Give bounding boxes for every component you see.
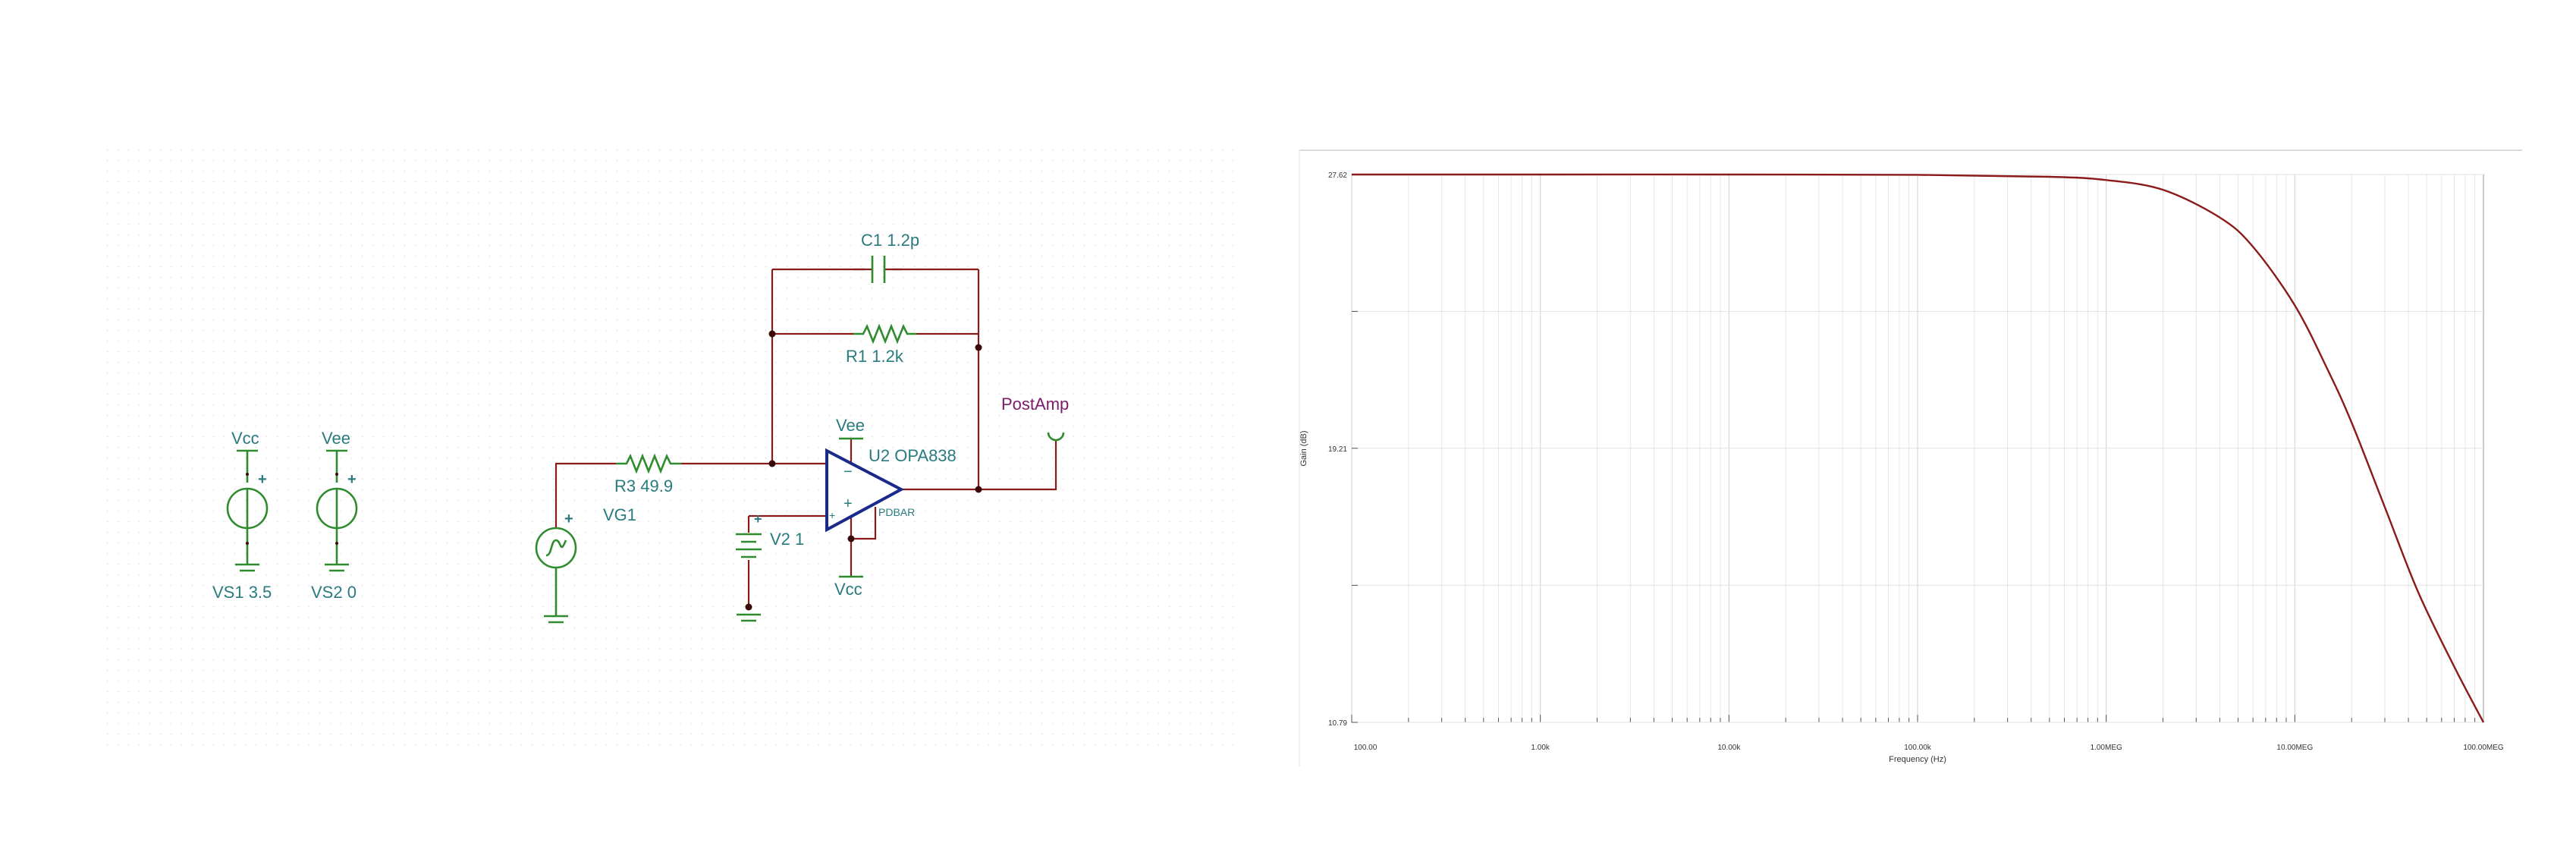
vcc-label-top: Vcc (231, 429, 259, 448)
postamp-label: PostAmp (1001, 395, 1069, 414)
vg1-generator[interactable] (535, 527, 577, 624)
x-tick-label: 100.00 (1354, 744, 1378, 752)
r1-label: R1 1.2k (846, 347, 904, 366)
plot-x-ticks: 100.00 1.00k 10.00k 100.00k 1.00MEG 10.00MEG 1… (1354, 744, 2504, 752)
r3-label: R3 49.9 (614, 477, 673, 495)
opamp-minus: − (843, 464, 853, 480)
wires (554, 268, 1057, 607)
x-tick-label: 100.00k (1904, 744, 1932, 752)
v2-label: V2 1 (770, 530, 804, 549)
gain-curve (1351, 173, 2485, 723)
r1-resistor[interactable] (853, 323, 916, 344)
vs1-source[interactable] (226, 449, 269, 572)
vg1-plus: + (564, 511, 573, 527)
node-feedback (768, 330, 776, 338)
v2-plus: + (754, 511, 762, 527)
vs2-source[interactable] (316, 449, 358, 572)
schematic: + Vcc VS1 3.5 + Vee VS2 0 (102, 148, 1240, 755)
y-tick-label: 27.62 (1328, 171, 1347, 180)
vcc-opamp-label: Vcc (834, 580, 862, 599)
y-tick-label: 10.79 (1328, 719, 1347, 728)
vg1-label: VG1 (603, 505, 636, 524)
r3-resistor[interactable] (616, 453, 681, 474)
vee-opamp-label: Vee (836, 416, 865, 435)
v2-battery[interactable] (736, 533, 762, 622)
node-output (975, 486, 982, 493)
x-tick-label: 1.00k (1531, 744, 1550, 752)
opamp-plus: + (843, 495, 853, 512)
c1-label: C1 1.2p (861, 231, 919, 250)
vs2-label: VS2 0 (311, 583, 357, 602)
node-v2-bottom (745, 603, 752, 611)
node-vcc-pin (847, 535, 855, 543)
plot-grid (1351, 174, 2483, 723)
node-r1-right (975, 344, 982, 351)
vs1-plus: + (258, 471, 267, 488)
pdbar-label: PDBAR (878, 506, 915, 518)
vee-label-top: Vee (322, 429, 350, 448)
opamp-plus-pin: + (829, 509, 835, 521)
x-axis-label: Frequency (Hz) (1889, 755, 1946, 764)
node-input (768, 460, 776, 467)
schematic-grid (102, 148, 1240, 755)
x-tick-label: 10.00MEG (2276, 744, 2313, 752)
x-tick-label: 100.00MEG (2463, 744, 2504, 752)
gain-plot: 10.79 19.21 27.62 100.00 1.00k 10.00k 100.00k… (1299, 149, 2522, 766)
u2-label: U2 OPA838 (869, 446, 957, 465)
plot-y-ticks: 10.79 19.21 27.62 (1328, 171, 1347, 728)
c1-capacitor[interactable] (853, 256, 903, 283)
vs2-plus: + (347, 471, 357, 488)
y-axis-label: Gain (dB) (1299, 430, 1308, 466)
x-tick-label: 1.00MEG (2091, 744, 2122, 752)
vs1-label: VS1 3.5 (212, 583, 272, 602)
y-tick-label: 19.21 (1328, 445, 1347, 454)
x-tick-label: 10.00k (1717, 744, 1741, 752)
postamp-probe[interactable] (1047, 432, 1065, 442)
u2-opamp[interactable] (825, 437, 905, 533)
